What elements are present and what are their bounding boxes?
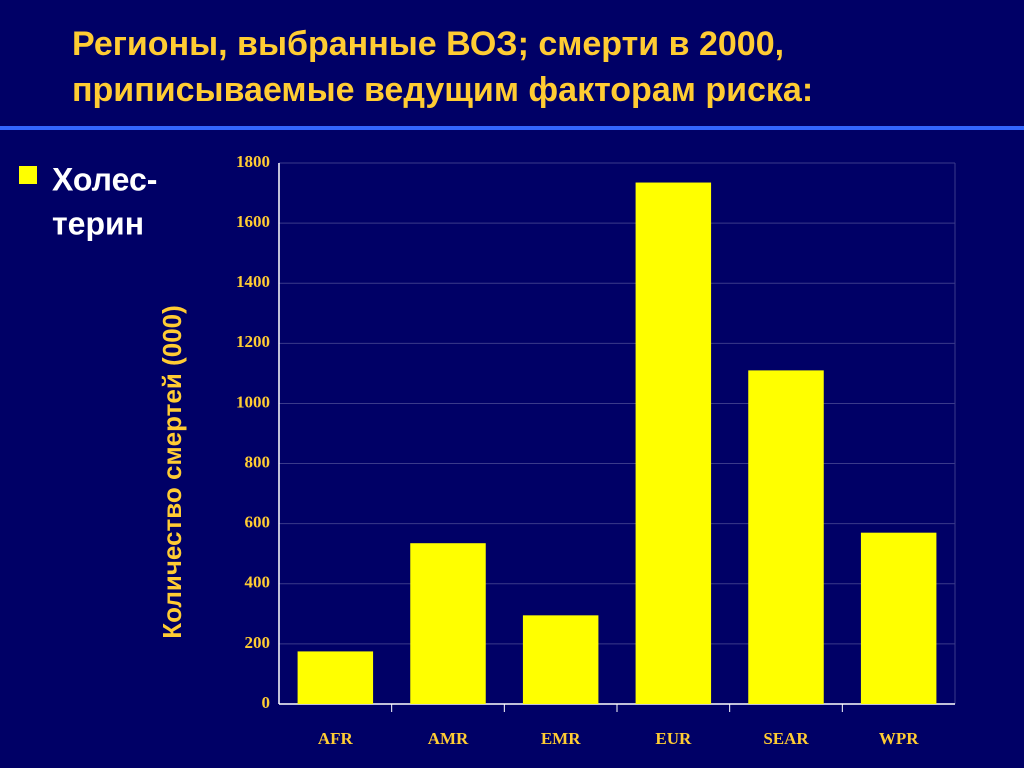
x-tick-label: WPR [879, 729, 919, 748]
bullet-text: терин [52, 205, 144, 241]
y-tick-label: 0 [262, 693, 271, 712]
y-tick-label: 600 [245, 513, 271, 532]
y-axis-label: Количество смертей (000) [157, 305, 187, 639]
bullet-text: Холес- [52, 161, 157, 197]
y-tick-label: 800 [245, 452, 271, 471]
x-tick-label: EMR [541, 729, 581, 748]
bar [748, 370, 824, 704]
bar [860, 532, 937, 704]
y-tick-label: 400 [245, 573, 271, 592]
y-tick-label: 1000 [236, 392, 270, 411]
title-rule [0, 126, 1024, 130]
x-tick-label: SEAR [763, 729, 809, 748]
x-tick-label: AMR [428, 729, 469, 748]
bar [635, 182, 712, 704]
title-line: Регионы, выбранные ВОЗ; смерти в 2000, [72, 25, 784, 63]
x-tick-label: AFR [318, 729, 354, 748]
x-tick-label: EUR [655, 729, 692, 748]
bar [297, 651, 374, 704]
bullet-square [19, 166, 37, 184]
bar [522, 615, 599, 704]
y-tick-label: 1400 [236, 272, 270, 291]
y-tick-label: 1200 [236, 332, 270, 351]
bar [410, 543, 486, 704]
y-tick-label: 1600 [236, 212, 270, 231]
y-tick-label: 1800 [236, 152, 270, 171]
title-line: приписываемые ведущим факторам риска: [72, 71, 813, 109]
y-tick-label: 200 [245, 633, 271, 652]
